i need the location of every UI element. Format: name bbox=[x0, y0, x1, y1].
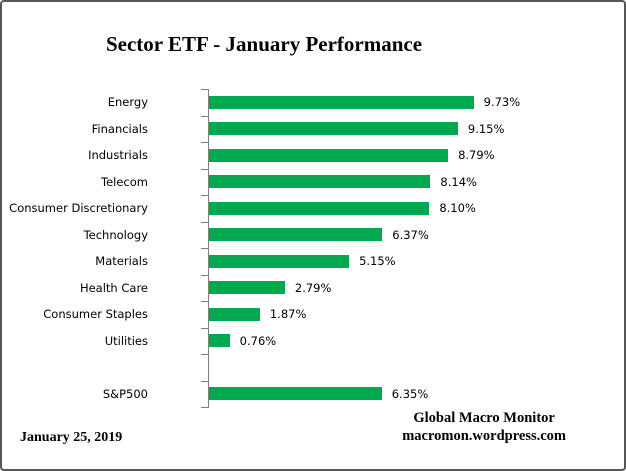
axis-tick bbox=[201, 116, 209, 117]
brand-name: Global Macro Monitor bbox=[413, 410, 555, 426]
bar bbox=[209, 387, 382, 401]
axis-tick bbox=[201, 354, 209, 355]
axis-tick bbox=[201, 142, 209, 143]
category-label: Telecom bbox=[101, 174, 148, 189]
axis-tick bbox=[201, 222, 209, 223]
bar bbox=[209, 334, 230, 348]
bar bbox=[209, 95, 474, 109]
category-label: Utilities bbox=[104, 333, 148, 348]
value-label: 8.10% bbox=[439, 201, 476, 215]
category-label: Industrials bbox=[88, 148, 148, 162]
bar bbox=[209, 148, 449, 162]
bar bbox=[209, 281, 285, 295]
value-label: 8.79% bbox=[458, 148, 495, 162]
axis-tick bbox=[201, 328, 209, 329]
category-label: Materials bbox=[95, 254, 148, 268]
category-label: Health Care bbox=[79, 280, 148, 295]
bar bbox=[209, 122, 458, 136]
category-label: S&P500 bbox=[102, 386, 148, 401]
axis-tick bbox=[201, 381, 209, 382]
axis-tick bbox=[201, 248, 209, 249]
category-label: Consumer Discretionary bbox=[9, 201, 148, 215]
category-label: Financials bbox=[91, 121, 148, 136]
axis-tick bbox=[201, 407, 209, 408]
bar bbox=[209, 175, 431, 189]
value-label: 0.76% bbox=[239, 333, 277, 348]
axis-tick bbox=[201, 275, 209, 276]
bar bbox=[209, 228, 383, 242]
axis-tick bbox=[201, 301, 209, 302]
brand-block: Global Macro Monitor macromon.wordpress.… bbox=[402, 409, 566, 445]
brand-url: macromon.wordpress.com bbox=[402, 428, 566, 444]
value-label: 2.79% bbox=[294, 280, 332, 295]
category-label: Consumer Staples bbox=[43, 307, 148, 321]
bar bbox=[209, 201, 430, 215]
value-label: 5.15% bbox=[359, 254, 396, 268]
category-label: Technology bbox=[83, 227, 148, 242]
axis-tick bbox=[201, 89, 209, 90]
value-label: 9.15% bbox=[467, 121, 505, 136]
value-label: 6.37% bbox=[392, 227, 429, 242]
value-label: 6.35% bbox=[391, 386, 429, 401]
bar bbox=[209, 307, 260, 321]
value-label: 8.14% bbox=[440, 174, 477, 189]
date-label: January 25, 2019 bbox=[20, 430, 123, 445]
category-label: Energy bbox=[107, 95, 148, 109]
bar bbox=[209, 254, 350, 268]
value-label: 1.87% bbox=[269, 307, 307, 321]
axis-tick bbox=[201, 169, 209, 170]
value-label: 9.73% bbox=[483, 95, 521, 109]
chart-title: Sector ETF - January Performance bbox=[105, 32, 423, 56]
axis-tick bbox=[201, 195, 209, 196]
